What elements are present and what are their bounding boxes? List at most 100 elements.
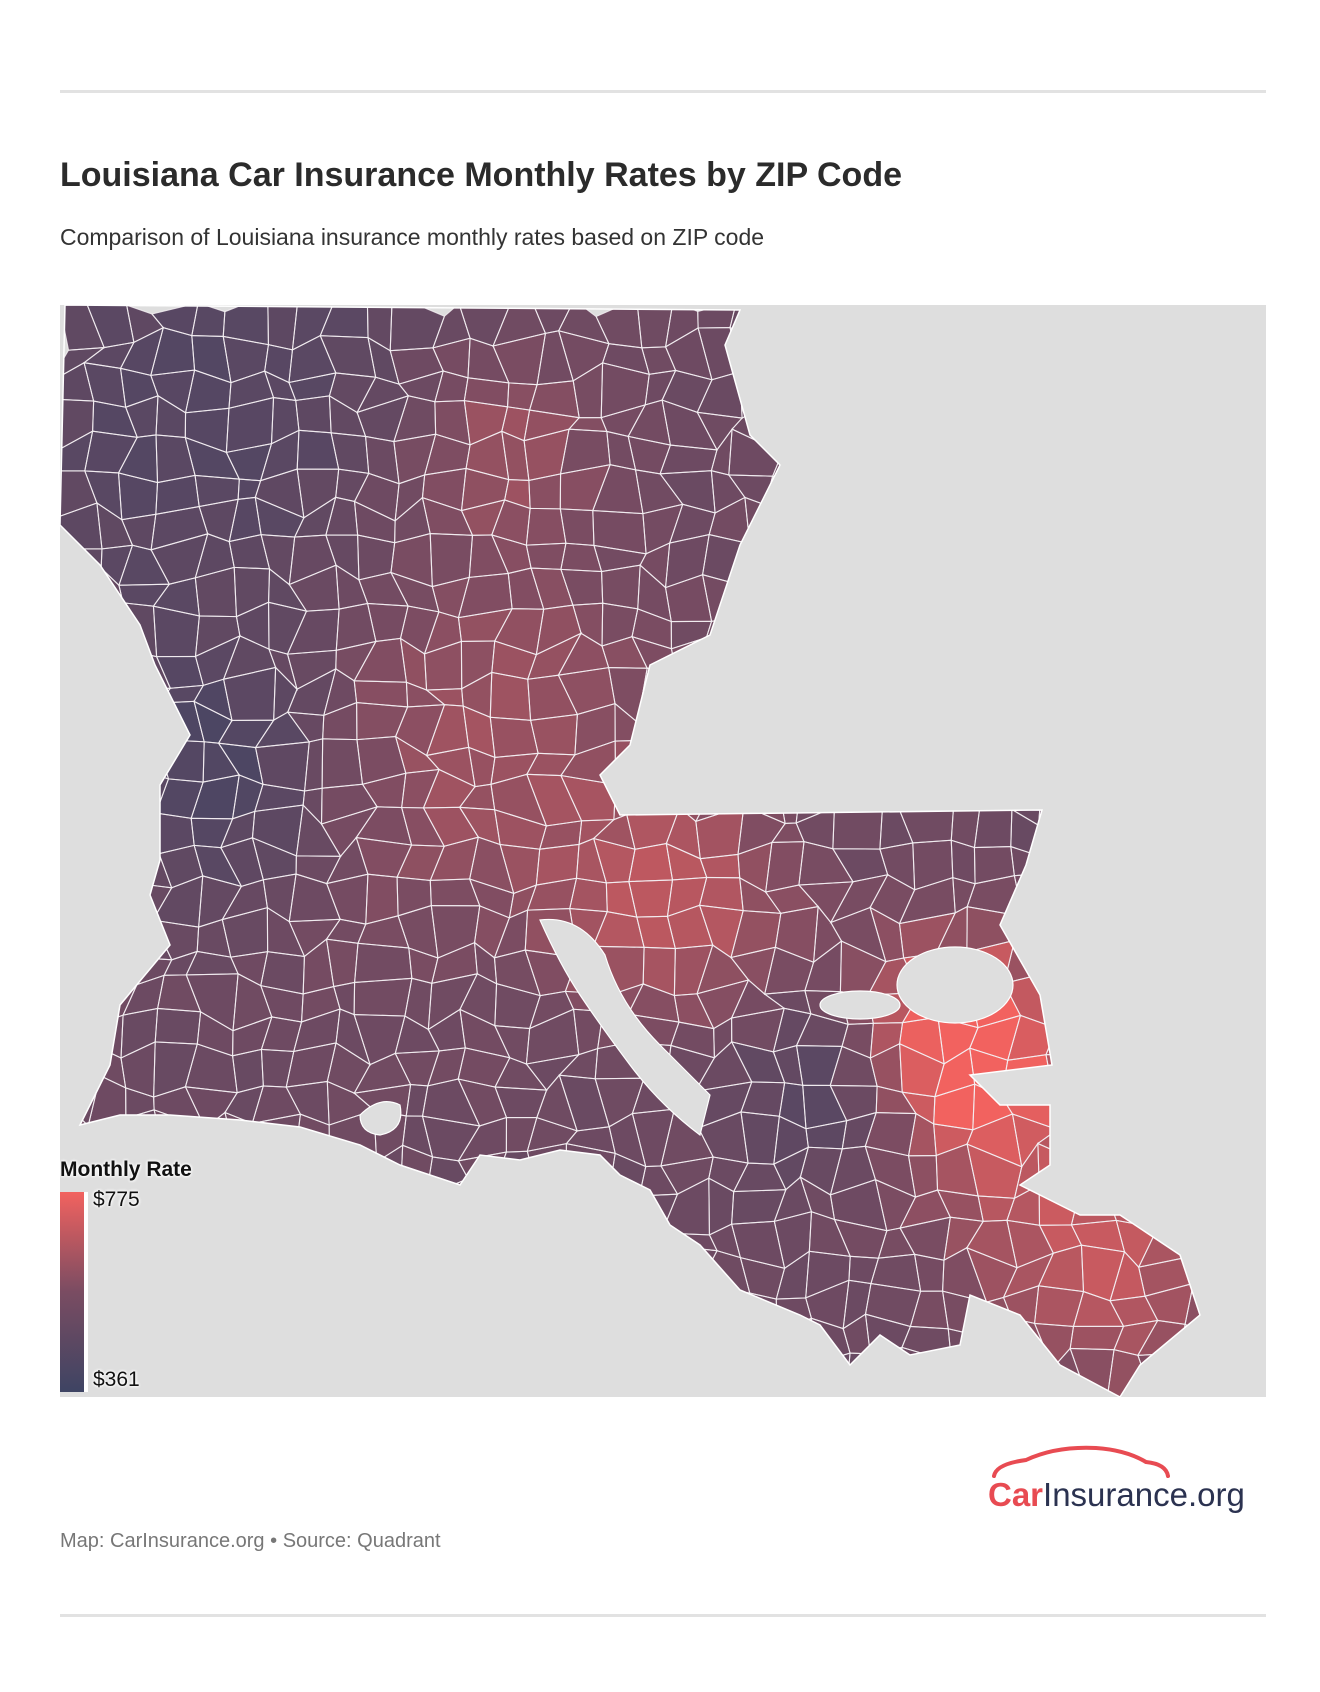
zip-area[interactable] [1154,1078,1193,1122]
zip-area[interactable] [1012,548,1054,584]
zip-area[interactable] [831,736,881,789]
zip-area[interactable] [1173,1079,1220,1123]
zip-area[interactable] [1045,1053,1086,1085]
zip-area[interactable] [492,1387,541,1397]
zip-area[interactable] [121,1041,156,1098]
zip-area[interactable] [397,845,445,881]
zip-area[interactable] [1240,672,1266,706]
zip-area[interactable] [908,1113,937,1156]
zip-area[interactable] [461,499,505,536]
zip-area[interactable] [423,769,476,808]
zip-area[interactable] [491,534,532,574]
zip-area[interactable] [865,1283,921,1327]
zip-area[interactable] [1242,538,1266,583]
zip-area[interactable] [840,465,888,519]
zip-area[interactable] [526,1281,571,1335]
zip-area[interactable] [84,470,122,520]
zip-area[interactable] [395,1050,440,1086]
zip-area[interactable] [797,515,846,547]
zip-area[interactable] [699,877,744,911]
zip-area[interactable] [252,805,304,856]
zip-area[interactable] [900,1217,951,1261]
zip-area[interactable] [560,508,594,546]
zip-area[interactable] [1206,1328,1254,1362]
zip-area[interactable] [1225,648,1241,690]
zip-area[interactable] [1110,1251,1146,1301]
zip-area[interactable] [191,305,225,337]
zip-area[interactable] [1175,643,1226,690]
zip-area[interactable] [155,813,195,854]
zip-area[interactable] [940,504,986,549]
zip-area[interactable] [596,305,642,348]
zip-area[interactable] [461,640,495,689]
zip-area[interactable] [730,327,784,379]
zip-area[interactable] [979,779,1012,810]
zip-area[interactable] [984,1387,1012,1397]
zip-area[interactable] [976,305,1005,331]
zip-area[interactable] [1004,327,1049,374]
zip-area[interactable] [423,807,479,847]
zip-area[interactable] [432,305,471,348]
zip-area[interactable] [1251,504,1266,553]
zip-area[interactable] [1145,1283,1194,1325]
zip-area[interactable] [601,362,650,418]
zip-area[interactable] [260,430,299,481]
zip-area[interactable] [870,1254,921,1292]
zip-area[interactable] [425,1260,468,1299]
zip-area[interactable] [1212,907,1249,958]
zip-area[interactable] [320,335,376,378]
zip-area[interactable] [1213,602,1253,650]
zip-area[interactable] [803,398,853,451]
zip-area[interactable] [671,621,712,649]
zip-area[interactable] [354,1014,405,1065]
zip-area[interactable] [458,1078,507,1126]
zip-area[interactable] [904,365,937,412]
zip-area[interactable] [868,501,916,552]
zip-area[interactable] [1105,1144,1156,1189]
zip-area[interactable] [560,429,611,474]
zip-area[interactable] [601,404,646,437]
zip-area[interactable] [665,574,712,622]
zip-area[interactable] [765,504,809,543]
zip-area[interactable] [1143,876,1193,929]
zip-area[interactable] [830,907,886,962]
zip-area[interactable] [870,1347,902,1383]
zip-area[interactable] [1175,604,1225,648]
zip-area[interactable] [973,327,1023,374]
zip-area[interactable] [490,672,531,721]
zip-area[interactable] [61,874,95,925]
zip-area[interactable] [596,1354,646,1395]
zip-area[interactable] [60,686,95,715]
zip-area[interactable] [666,843,707,880]
zip-area[interactable] [1012,574,1054,611]
zip-area[interactable] [526,1256,573,1287]
zip-area[interactable] [1212,342,1255,371]
zip-area[interactable] [969,1318,1012,1368]
zip-area[interactable] [832,804,883,850]
zip-area[interactable] [713,1018,732,1058]
zip-area[interactable] [901,1326,952,1362]
zip-area[interactable] [124,808,159,860]
zip-area[interactable] [830,639,887,681]
zip-area[interactable] [185,370,231,413]
zip-area[interactable] [1037,739,1087,788]
zip-area[interactable] [628,879,673,918]
zip-area[interactable] [195,635,240,686]
zip-area[interactable] [268,568,307,612]
zip-area[interactable] [870,907,904,962]
zip-area[interactable] [464,400,508,445]
zip-area[interactable] [295,395,332,433]
zip-area[interactable] [830,874,888,923]
zip-area[interactable] [601,565,641,609]
zip-area[interactable] [1212,944,1256,997]
zip-area[interactable] [373,1282,401,1325]
zip-area[interactable] [255,741,310,791]
zip-area[interactable] [236,602,270,650]
zip-area[interactable] [774,1177,812,1222]
zip-area[interactable] [697,979,749,1029]
zip-area[interactable] [628,436,671,474]
zip-area[interactable] [494,910,528,958]
zip-area[interactable] [153,606,200,657]
zip-area[interactable] [1181,1324,1224,1363]
zip-area[interactable] [1111,985,1141,1024]
